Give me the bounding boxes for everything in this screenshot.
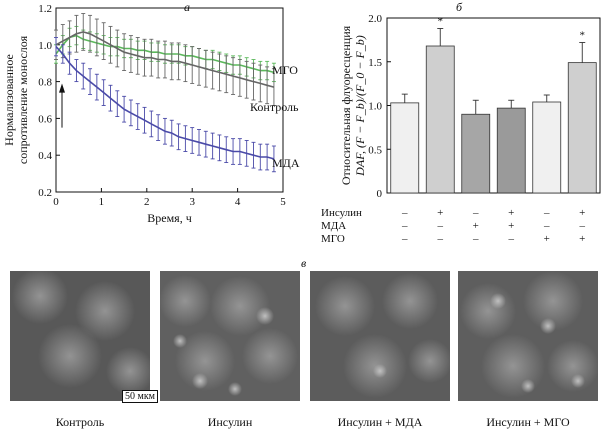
table-row-label: МДА [321, 220, 346, 232]
table-sign: + [508, 207, 514, 219]
table-sign: – [543, 207, 550, 219]
table-sign: – [472, 233, 479, 245]
significance-star-6: * [580, 30, 586, 42]
x-tick-label-a: 3 [189, 196, 195, 208]
table-row-label: МГО [321, 233, 345, 245]
y-axis-label-a-line1: Нормализованное [2, 54, 16, 146]
y-tick-label-a: 1.0 [38, 40, 52, 52]
x-tick-label-a: 2 [144, 196, 150, 208]
micrograph-control [10, 271, 150, 401]
series-label-control: Контроль [250, 100, 299, 114]
table-sign: – [472, 207, 479, 219]
bar-2 [425, 45, 455, 194]
series-line-Контроль [55, 31, 275, 88]
y-axis-label-a-line2: сопротивление монослоя [16, 35, 30, 164]
bar-error-3 [472, 99, 479, 115]
table-sign: – [437, 233, 444, 245]
series-label-mda: МДА [272, 156, 300, 170]
bar-4 [496, 107, 526, 194]
y-tick-label-b: 0.5 [368, 144, 382, 156]
arrow-head [59, 83, 65, 93]
series-line-МДА [55, 46, 275, 160]
bar-error-2 [437, 28, 444, 46]
micrograph-insulin-mgo [458, 271, 598, 401]
y-tick-label-b: 2.0 [368, 13, 382, 25]
y-axis-label-b-line1: Относительная флуоресценция [339, 25, 353, 185]
series-label-mgo: МГО [272, 63, 298, 77]
caption-insulin-mgo: Инсулин + МГО [486, 415, 570, 429]
error-bar-МДА [271, 145, 276, 173]
bar-error-4 [508, 99, 515, 109]
panel-letter-a: а [184, 0, 190, 14]
caption-insulin: Инсулин [207, 415, 253, 429]
micrograph-insulin [160, 271, 300, 401]
significance-star-2: * [438, 16, 444, 28]
panel-letter-c: в [301, 256, 307, 270]
x-axis-label-a: Время, ч [147, 211, 191, 225]
table-sign: + [544, 233, 550, 245]
y-tick-label-b: 1.5 [368, 57, 382, 69]
table-sign: – [401, 233, 408, 245]
table-sign: + [508, 220, 514, 232]
x-tick-label-a: 5 [280, 196, 286, 208]
caption-control: Контроль [55, 415, 105, 429]
y-tick-label-a: 0.2 [38, 187, 52, 199]
table-sign: – [437, 220, 444, 232]
y-tick-label-a: 0.8 [38, 77, 52, 89]
table-sign: – [579, 220, 586, 232]
table-row-label: Инсулин [321, 207, 362, 219]
error-bar-Контроль [271, 68, 276, 106]
y-tick-label-b: 0 [377, 188, 383, 200]
x-tick-label-a: 4 [235, 196, 241, 208]
plot-frame-a [55, 7, 284, 193]
panel-letter-b: б [456, 0, 463, 14]
y-tick-label-a: 0.4 [38, 150, 52, 162]
bar-error-5 [543, 94, 550, 102]
x-tick-label-a: 1 [99, 196, 105, 208]
micrograph-insulin-mda [310, 271, 450, 401]
table-sign: + [579, 233, 585, 245]
y-axis-label-b-line2: DAF, (F − F_b)/(F_0 − F_b) [353, 35, 367, 177]
bar-error-1 [401, 93, 408, 103]
table-sign: + [579, 207, 585, 219]
bar-6 [567, 62, 597, 194]
table-sign: + [437, 207, 443, 219]
table-sign: – [543, 220, 550, 232]
table-sign: – [401, 220, 408, 232]
y-tick-label-a: 1.2 [38, 3, 52, 15]
bar-5 [532, 101, 562, 194]
bar-error-6 [579, 42, 586, 63]
scale-bar-label: 50 мкм [122, 390, 159, 403]
y-tick-label-b: 1.0 [368, 101, 382, 113]
bar-3 [461, 113, 491, 194]
bar-1 [390, 102, 420, 194]
table-sign: – [508, 233, 515, 245]
x-tick-label-a: 0 [53, 196, 59, 208]
table-sign: – [401, 207, 408, 219]
caption-insulin-mda: Инсулин + МДА [337, 415, 423, 429]
table-sign: + [473, 220, 479, 232]
y-tick-label-a: 0.6 [38, 113, 52, 125]
